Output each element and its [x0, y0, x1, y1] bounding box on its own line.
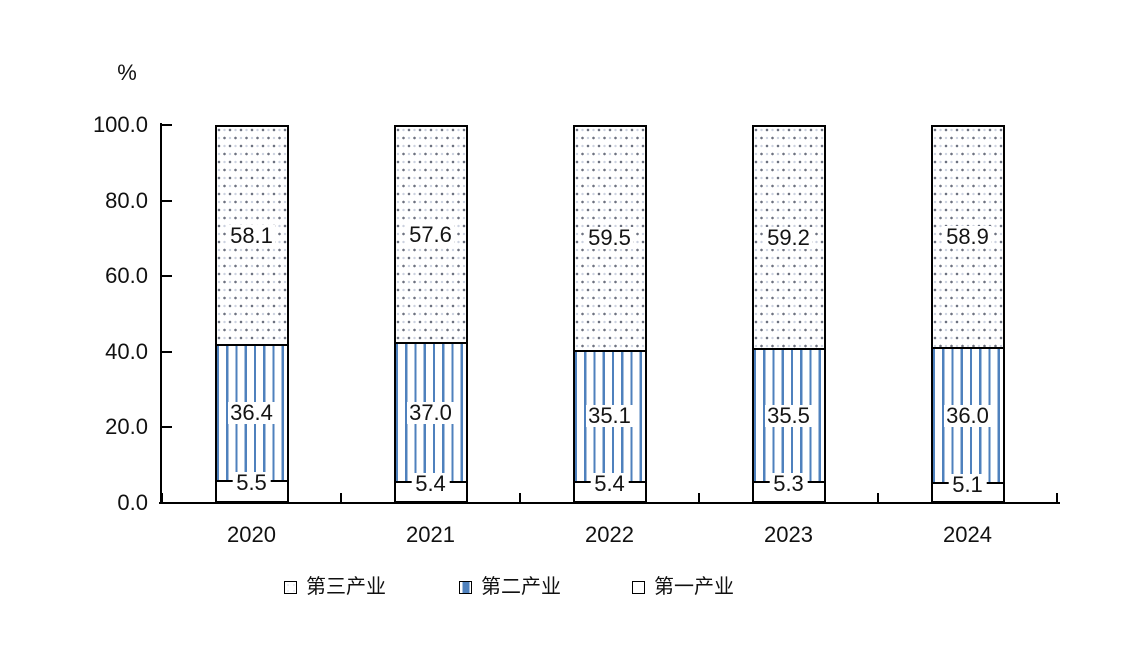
y-tick	[162, 350, 172, 353]
x-category-label: 2020	[227, 522, 276, 547]
legend-item-plain: 第一产业	[632, 576, 734, 598]
bar-2024: 58.9 36.0 5.1	[930, 125, 1005, 503]
bar-2021: 57.6 37.0 5.4	[393, 125, 468, 503]
legend-label: 第三产业	[306, 576, 386, 598]
y-tick	[162, 426, 172, 429]
segment-value-label: 37.0	[407, 399, 454, 425]
segment-value-label: 35.1	[586, 403, 633, 429]
segment-value-label: 57.6	[407, 221, 454, 247]
bar-segment-stripes: 35.5	[753, 348, 824, 482]
bar-segment-stripes: 36.0	[932, 347, 1003, 482]
x-tick	[340, 493, 342, 502]
x-category-label: 2021	[406, 522, 455, 547]
segment-value-label: 36.4	[228, 400, 275, 426]
x-tick	[698, 493, 700, 502]
segment-value-label: 59.2	[765, 224, 812, 250]
x-axis-line	[159, 502, 1060, 504]
y-tick-label: 100.0	[92, 112, 148, 137]
bar-segment-dots: 58.1	[216, 127, 287, 345]
segment-value-label: 5.4	[590, 472, 629, 495]
segment-value-label: 5.5	[232, 472, 271, 495]
bar-segment-plain: 5.4	[395, 472, 466, 501]
bar-segment-dots: 58.9	[932, 127, 1003, 348]
legend-swatch-plain-icon	[632, 580, 645, 594]
bar-segment-stripes: 37.0	[395, 342, 466, 481]
legend-item-dots: 第三产业	[284, 576, 386, 598]
x-category-label: 2023	[764, 522, 813, 547]
x-category-label: 2024	[943, 522, 992, 547]
y-tick-label: 0.0	[117, 490, 148, 515]
x-tick	[1056, 493, 1058, 502]
y-tick-label: 80.0	[105, 187, 148, 213]
x-tick	[877, 493, 879, 502]
bar-segment-plain: 5.3	[753, 473, 824, 501]
segment-value-label: 35.5	[765, 402, 812, 428]
bar-segment-plain: 5.5	[216, 472, 287, 501]
segment-value-label: 58.9	[944, 224, 991, 250]
x-category-label: 2022	[585, 522, 634, 547]
y-axis-line	[160, 123, 162, 504]
y-tick	[162, 502, 172, 504]
bar-segment-plain: 5.4	[574, 472, 645, 501]
legend-item-stripes: 第二产业	[459, 576, 561, 598]
bar-2020: 58.1 36.4 5.5	[214, 125, 289, 503]
segment-value-label: 5.3	[769, 473, 808, 496]
y-tick-label: 40.0	[105, 338, 148, 364]
bar-segment-dots: 57.6	[395, 127, 466, 343]
y-tick	[162, 275, 172, 278]
segment-value-label: 59.5	[586, 225, 633, 251]
y-tick-label: 20.0	[105, 414, 148, 440]
segment-value-label: 5.4	[411, 472, 450, 495]
segment-value-label: 36.0	[944, 402, 991, 428]
bar-segment-plain: 5.1	[932, 473, 1003, 501]
y-tick	[162, 124, 172, 126]
y-tick	[162, 199, 172, 202]
bar-segment-dots: 59.2	[753, 127, 824, 349]
segment-value-label: 58.1	[228, 222, 275, 248]
legend-label: 第二产业	[481, 576, 561, 598]
y-axis-unit-label: %	[117, 60, 137, 85]
legend-swatch-stripes-icon	[459, 580, 472, 594]
y-tick-label: 60.0	[105, 263, 148, 289]
x-tick	[519, 493, 521, 502]
bar-segment-stripes: 36.4	[216, 344, 287, 481]
legend-swatch-dots-icon	[284, 580, 297, 594]
bar-segment-dots: 59.5	[574, 127, 645, 350]
segment-value-label: 5.1	[948, 473, 987, 496]
bar-segment-stripes: 35.1	[574, 349, 645, 481]
legend-label: 第一产业	[654, 576, 734, 598]
bar-2023: 59.2 35.5 5.3	[751, 125, 826, 503]
bar-2022: 59.5 35.1 5.4	[572, 125, 647, 503]
x-tick	[161, 493, 163, 502]
